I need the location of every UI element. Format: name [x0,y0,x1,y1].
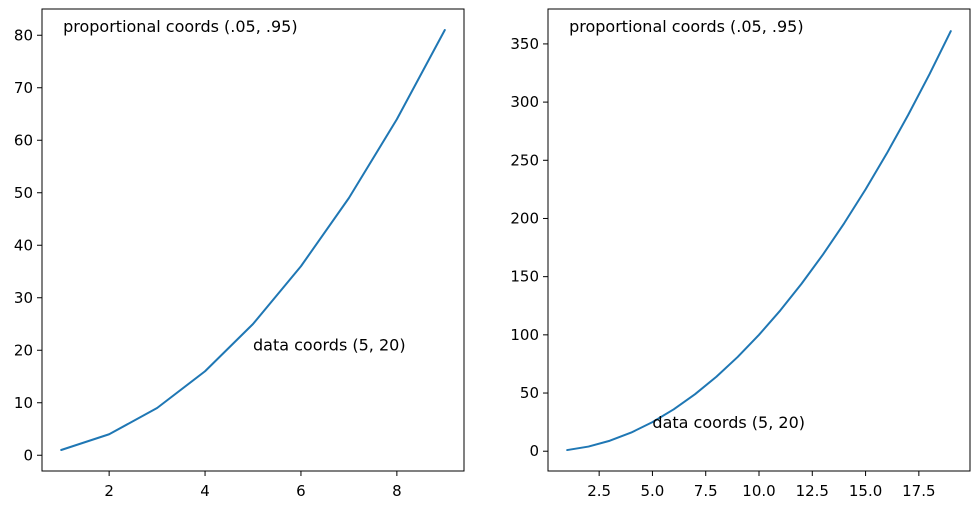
x-tick-label: 17.5 [902,482,935,500]
x-tick-label: 4 [200,482,210,500]
y-tick-label: 0 [23,446,33,464]
series-line-0 [60,29,446,451]
y-tick-label: 50 [520,384,539,402]
y-tick-label: 70 [14,79,33,97]
x-tick-label: 8 [392,482,402,500]
y-tick-label: 300 [510,93,539,111]
y-tick-label: 10 [14,394,33,412]
y-tick-label: 350 [510,35,539,53]
y-tick-label: 40 [14,236,33,254]
axes-coords-annotation: proportional coords (.05, .95) [569,17,803,36]
axes-frame [41,8,465,472]
x-tick-label: 10.0 [742,482,775,500]
y-tick-label: 0 [529,442,539,460]
axes-frame [547,8,971,472]
y-tick-label: 100 [510,326,539,344]
y-tick-label: 30 [14,289,33,307]
right-subplot: 2.5 5.0 7.5 10.0 12.5 15.0 17.5 0 50 100 150 200 250… [510,8,971,500]
y-tick-label: 50 [14,184,33,202]
y-tick-label: 20 [14,341,33,359]
x-tick-label: 12.5 [796,482,829,500]
series-line-0 [566,30,952,452]
x-tick-label: 6 [296,482,306,500]
axes-coords-annotation: proportional coords (.05, .95) [63,17,297,36]
y-tick-label: 60 [14,131,33,149]
y-tick-label: 250 [510,151,539,169]
x-tick-label: 15.0 [849,482,882,500]
x-tick-label: 7.5 [694,482,718,500]
data-coords-annotation: data coords (5, 20) [253,335,406,354]
x-tick-label: 5.0 [641,482,665,500]
x-tick-label: 2 [104,482,114,500]
y-tick-label: 80 [14,26,33,44]
y-tick-label: 200 [510,209,539,227]
x-tick-label: 2.5 [587,482,611,500]
y-tick-label: 150 [510,268,539,286]
data-coords-annotation: data coords (5, 20) [652,413,805,432]
